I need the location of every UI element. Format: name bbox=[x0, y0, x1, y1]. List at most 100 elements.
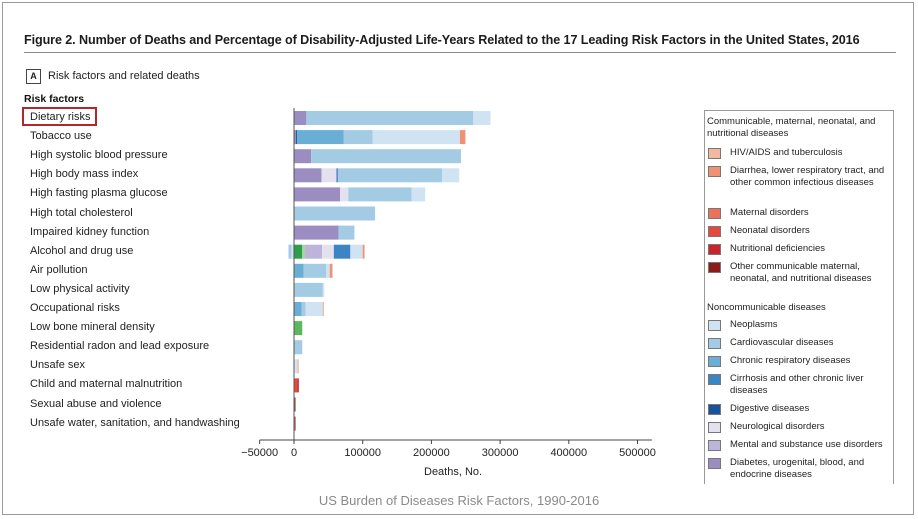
category-label: High fasting plasma glucose bbox=[30, 187, 168, 200]
highlight-box bbox=[22, 107, 97, 126]
legend-swatch bbox=[708, 458, 721, 469]
bar-segment bbox=[302, 244, 305, 259]
bar-segment bbox=[295, 359, 298, 374]
category-label: High body mass index bbox=[30, 168, 139, 181]
bar-segment bbox=[459, 130, 466, 145]
bar-segment bbox=[338, 225, 355, 240]
bar-segment bbox=[362, 244, 365, 259]
x-tick-label: −50000 bbox=[241, 447, 278, 459]
legend-label: Neurological disorders bbox=[730, 421, 825, 432]
bar-segment bbox=[294, 397, 296, 412]
legend-swatch bbox=[708, 226, 721, 237]
legend-label: Digestive diseases bbox=[730, 403, 810, 414]
bar-segment bbox=[329, 263, 333, 278]
category-label: Air pollution bbox=[30, 263, 88, 276]
bar-segment bbox=[322, 244, 334, 259]
bar-segment bbox=[294, 130, 297, 145]
bar-segment bbox=[297, 359, 299, 374]
x-tick-label: 500000 bbox=[619, 447, 656, 459]
bar-segment bbox=[294, 359, 296, 374]
bar-segment bbox=[294, 168, 322, 183]
x-tick-label: 200000 bbox=[413, 447, 450, 459]
bar-segment bbox=[305, 302, 323, 316]
legend-label: Chronic respiratory diseases bbox=[730, 355, 851, 366]
legend-label: Cirrhosis and other chronic liver diseas… bbox=[730, 373, 864, 396]
y-axis-title: Risk factors bbox=[24, 93, 85, 105]
bar-segment bbox=[294, 416, 296, 431]
title-divider bbox=[24, 52, 896, 53]
category-label: Tobacco use bbox=[30, 130, 92, 143]
legend-group-communicable-title: Communicable, maternal, neonatal, and nu… bbox=[707, 116, 876, 139]
bar-segment bbox=[372, 130, 460, 145]
bar-segment bbox=[294, 111, 307, 125]
bar-segment bbox=[343, 130, 373, 145]
legend-label: HIV/AIDS and tuberculosis bbox=[730, 147, 843, 158]
bar-segment bbox=[473, 111, 491, 125]
legend-swatch bbox=[708, 440, 721, 451]
bar-segment bbox=[294, 340, 303, 355]
legend-swatch bbox=[708, 166, 721, 177]
bar-segment bbox=[294, 206, 376, 221]
bar-segment bbox=[294, 378, 298, 393]
bar-segment bbox=[294, 321, 303, 336]
category-label: Impaired kidney function bbox=[30, 225, 150, 238]
bar-segment bbox=[291, 244, 294, 259]
legend-label: Neoplasms bbox=[730, 319, 778, 330]
panel-title: Risk factors and related deaths bbox=[48, 70, 200, 82]
bar-segment bbox=[301, 302, 306, 316]
legend-swatch bbox=[708, 148, 721, 159]
legend-swatch bbox=[708, 320, 721, 331]
legend-swatch bbox=[708, 338, 721, 349]
legend-label: Neonatal disorders bbox=[730, 225, 810, 236]
bar-segment bbox=[294, 225, 339, 240]
legend-label: Diabetes, urogenital, blood, and endocri… bbox=[730, 457, 865, 480]
bar-segment bbox=[442, 168, 460, 183]
bar-segment bbox=[303, 263, 327, 278]
bar-segment bbox=[322, 282, 325, 297]
bar-segment bbox=[333, 244, 351, 259]
legend-label: Other communicable maternal, neonatal, a… bbox=[730, 261, 872, 284]
legend-box bbox=[704, 110, 894, 484]
bar-segment bbox=[350, 244, 363, 259]
legend-swatch bbox=[708, 404, 721, 415]
bar-segment bbox=[337, 168, 443, 183]
bar-segment bbox=[411, 187, 426, 202]
legend-label: Maternal disorders bbox=[730, 207, 809, 218]
legend-swatch bbox=[708, 208, 721, 219]
category-label: Occupational risks bbox=[30, 302, 120, 314]
figure-title: Figure 2. Number of Deaths and Percentag… bbox=[24, 33, 860, 47]
bar-segment bbox=[306, 111, 474, 125]
category-label: Unsafe sex bbox=[30, 359, 86, 372]
panel-letter: A bbox=[26, 69, 41, 84]
legend-label: Cardiovascular diseases bbox=[730, 337, 834, 348]
legend-swatch bbox=[708, 262, 721, 273]
bar-segment bbox=[364, 244, 365, 259]
category-label: Low physical activity bbox=[30, 282, 130, 295]
bar-segment bbox=[294, 187, 341, 202]
legend-swatch bbox=[708, 374, 721, 385]
bar-segment bbox=[296, 130, 298, 145]
x-axis-title: Deaths, No. bbox=[424, 466, 483, 478]
bar-segment bbox=[340, 187, 349, 202]
category-label: High total cholesterol bbox=[30, 206, 133, 219]
bar-segment bbox=[336, 168, 338, 183]
legend-swatch bbox=[708, 244, 721, 255]
category-label: Low bone mineral density bbox=[30, 321, 155, 334]
bar-segment bbox=[294, 282, 323, 297]
legend-swatch bbox=[708, 422, 721, 433]
legend-swatch bbox=[708, 356, 721, 367]
legend-label: Mental and substance use disorders bbox=[730, 439, 883, 450]
x-tick-label: 300000 bbox=[482, 447, 519, 459]
bar-segment bbox=[294, 149, 312, 164]
x-tick-label: 0 bbox=[291, 447, 297, 459]
bar-segment bbox=[294, 244, 303, 259]
bar-segment bbox=[294, 302, 302, 316]
category-label: Child and maternal malnutrition bbox=[30, 378, 183, 391]
bar-segment bbox=[321, 168, 337, 183]
legend-label: Nutritional deficiencies bbox=[730, 243, 826, 254]
x-tick-label: 100000 bbox=[344, 447, 381, 459]
bar-segment bbox=[297, 130, 344, 145]
bar-segment bbox=[348, 187, 412, 202]
